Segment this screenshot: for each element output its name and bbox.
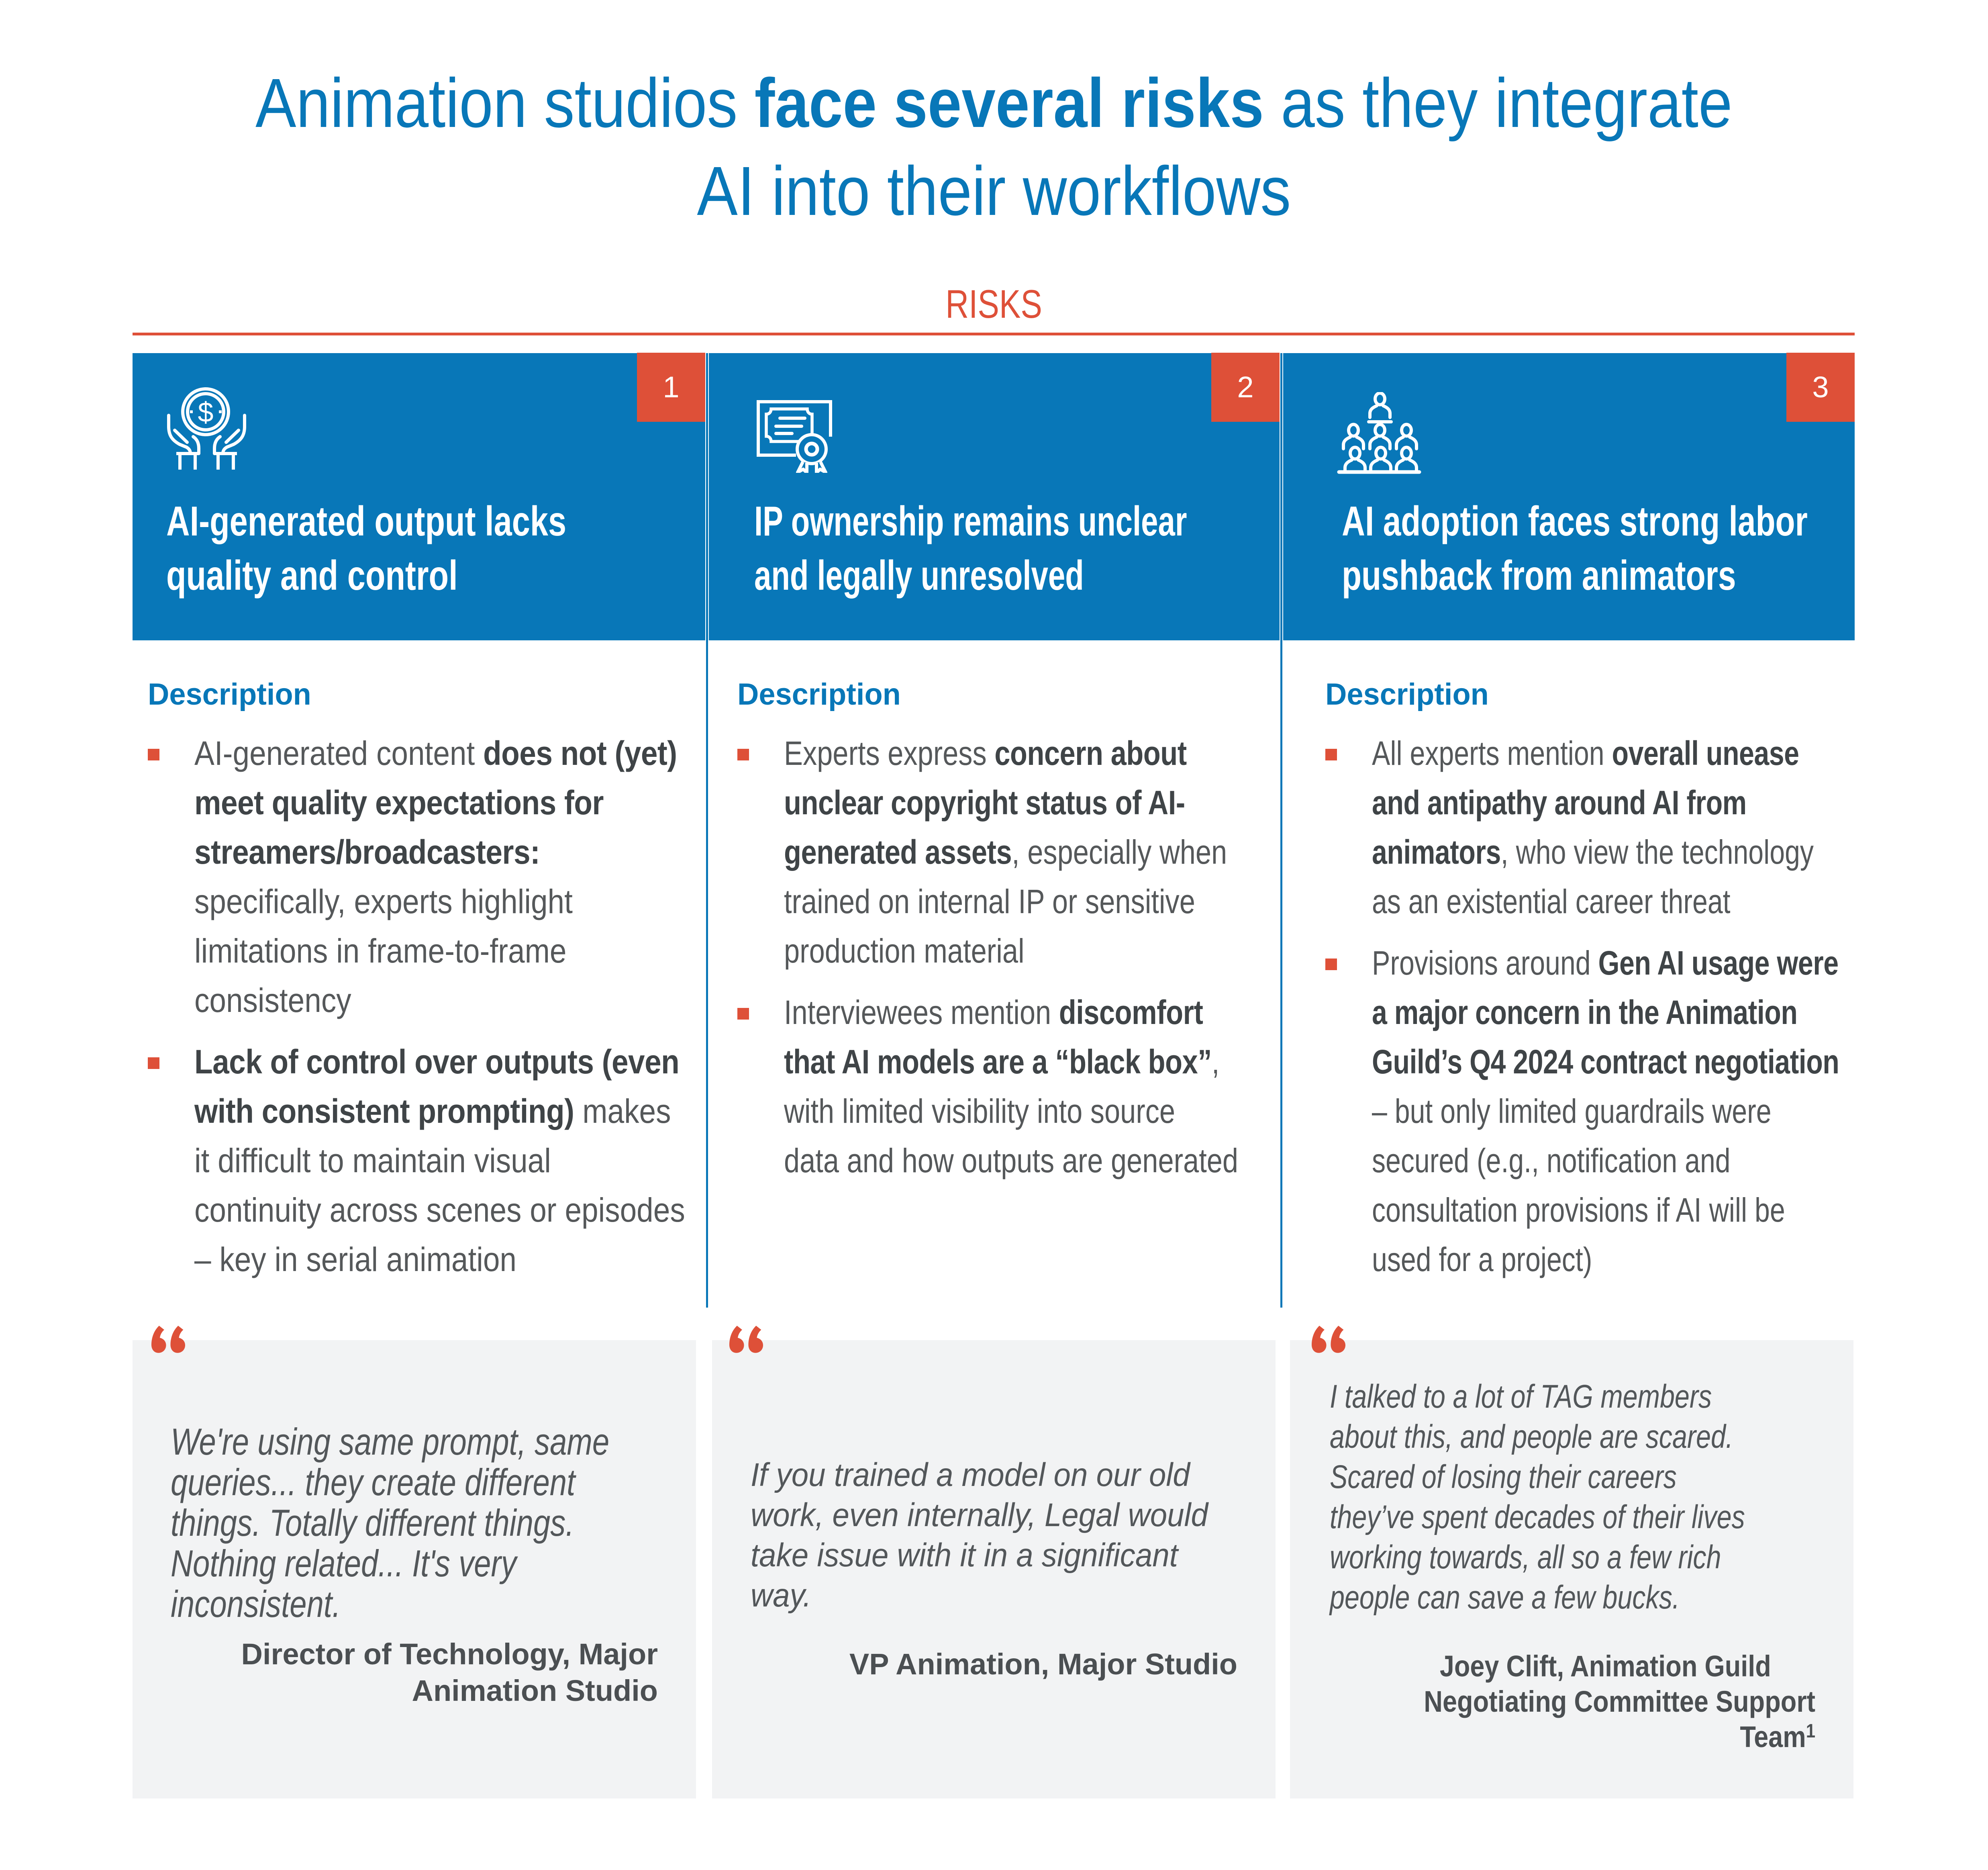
svg-text:$: $ [198, 396, 214, 428]
